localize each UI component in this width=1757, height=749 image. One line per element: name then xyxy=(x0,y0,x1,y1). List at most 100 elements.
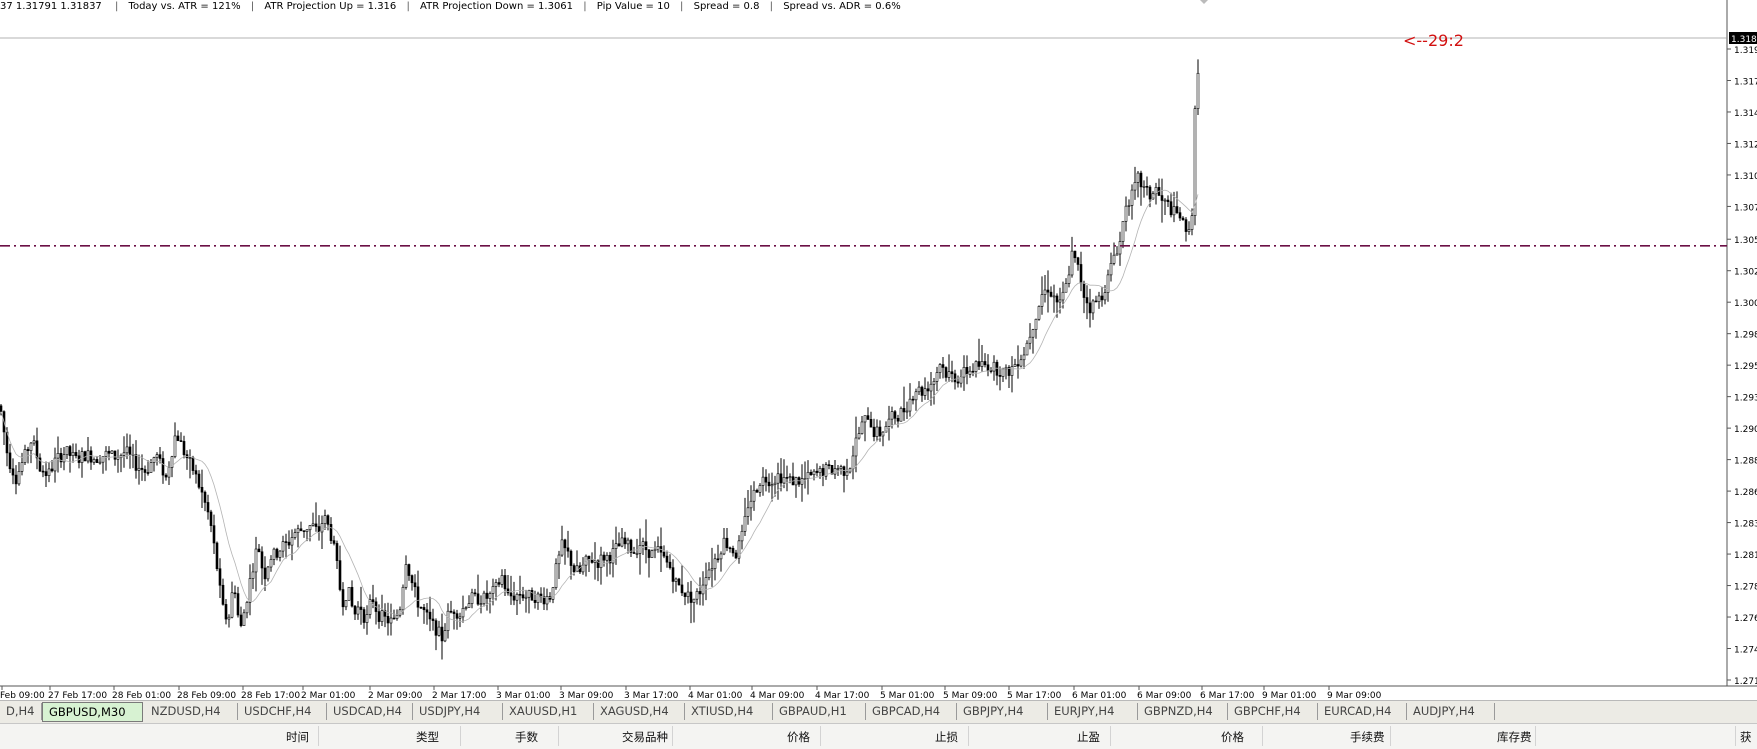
chart-tab-gbpaud-h1[interactable]: GBPAUD,H1 xyxy=(773,703,866,720)
candle-body[interactable] xyxy=(737,540,741,559)
candle-body[interactable] xyxy=(995,361,999,376)
candle-body[interactable] xyxy=(980,361,984,367)
candle-body[interactable] xyxy=(233,592,237,595)
candle-body[interactable] xyxy=(536,593,540,603)
candle-body[interactable] xyxy=(815,470,819,473)
candle-body[interactable] xyxy=(854,437,858,457)
candle-body[interactable] xyxy=(875,426,879,437)
candle-body[interactable] xyxy=(47,468,51,476)
candle-body[interactable] xyxy=(1196,72,1200,109)
candle-body[interactable] xyxy=(851,455,855,470)
candle-body[interactable] xyxy=(194,470,198,475)
candle-body[interactable] xyxy=(530,590,534,601)
candle-body[interactable] xyxy=(476,593,480,605)
candle-body[interactable] xyxy=(1091,300,1095,314)
candle-body[interactable] xyxy=(488,593,492,599)
candle-body[interactable] xyxy=(0,405,3,412)
candle-body[interactable] xyxy=(1136,172,1140,183)
chart-tab-eurjpy-h4[interactable]: EURJPY,H4 xyxy=(1048,703,1138,720)
candle-body[interactable] xyxy=(605,554,609,561)
column-divider[interactable] xyxy=(558,726,559,746)
candle-body[interactable] xyxy=(1193,108,1197,216)
candle-body[interactable] xyxy=(1187,229,1191,232)
candle-body[interactable] xyxy=(209,511,213,526)
candle-body[interactable] xyxy=(518,593,522,596)
col-take-profit-header[interactable]: 止盈 xyxy=(1077,730,1100,744)
candle-body[interactable] xyxy=(101,456,105,463)
candle-body[interactable] xyxy=(932,381,936,385)
candle-body[interactable] xyxy=(275,548,279,558)
candle-body[interactable] xyxy=(1007,367,1011,376)
candle-body[interactable] xyxy=(974,361,978,372)
candle-body[interactable] xyxy=(542,596,546,605)
column-divider[interactable] xyxy=(1262,726,1263,746)
candle-body[interactable] xyxy=(314,523,318,527)
column-divider[interactable] xyxy=(1390,726,1391,746)
candle-body[interactable] xyxy=(521,594,525,599)
candle-body[interactable] xyxy=(368,599,372,615)
column-divider[interactable] xyxy=(1735,726,1736,746)
candle-body[interactable] xyxy=(1145,186,1149,188)
candle-body[interactable] xyxy=(830,465,834,475)
candle-body[interactable] xyxy=(1169,201,1173,216)
candle-body[interactable] xyxy=(38,457,42,472)
candle-body[interactable] xyxy=(1127,205,1131,207)
candle-body[interactable] xyxy=(35,440,39,459)
candle-body[interactable] xyxy=(902,408,906,413)
candle-body[interactable] xyxy=(728,547,732,550)
candle-body[interactable] xyxy=(554,563,558,588)
candle-body[interactable] xyxy=(461,608,465,618)
candle-body[interactable] xyxy=(89,450,93,463)
candle-body[interactable] xyxy=(1184,219,1188,232)
chart-tab-usdchf-h4[interactable]: USDCHF,H4 xyxy=(238,703,327,720)
candle-body[interactable] xyxy=(206,502,210,513)
candle-body[interactable] xyxy=(350,587,354,607)
candle-body[interactable] xyxy=(680,584,684,594)
candle-body[interactable] xyxy=(353,605,357,615)
candle-body[interactable] xyxy=(1163,199,1167,202)
candle-body[interactable] xyxy=(434,620,438,636)
chart-tab-xtiusd-h4[interactable]: XTIUSD,H4 xyxy=(685,703,773,720)
candle-body[interactable] xyxy=(986,364,990,371)
candle-body[interactable] xyxy=(227,616,231,620)
candle-body[interactable] xyxy=(404,564,408,588)
candle-body[interactable] xyxy=(407,564,411,576)
col-type-header[interactable]: 类型 xyxy=(416,730,439,744)
candle-body[interactable] xyxy=(698,591,702,595)
chart-tab-gbpjpy-h4[interactable]: GBPJPY,H4 xyxy=(957,703,1048,720)
candle-body[interactable] xyxy=(338,560,342,590)
candle-body[interactable] xyxy=(248,578,252,603)
candle-body[interactable] xyxy=(626,539,630,545)
column-divider[interactable] xyxy=(672,726,673,746)
column-divider[interactable] xyxy=(318,726,319,746)
candle-body[interactable] xyxy=(1034,318,1038,330)
candle-body[interactable] xyxy=(170,456,174,468)
candle-body[interactable] xyxy=(758,485,762,493)
candle-body[interactable] xyxy=(665,555,669,563)
candle-body[interactable] xyxy=(533,599,537,603)
candle-body[interactable] xyxy=(1148,186,1152,200)
candle-body[interactable] xyxy=(887,418,891,427)
candle-body[interactable] xyxy=(560,539,564,556)
candle-body[interactable] xyxy=(167,467,171,478)
candle-body[interactable] xyxy=(308,525,312,531)
candle-body[interactable] xyxy=(527,590,531,598)
candle-body[interactable] xyxy=(944,367,948,378)
candle-body[interactable] xyxy=(764,476,768,483)
candle-body[interactable] xyxy=(440,626,444,642)
candle-body[interactable] xyxy=(1082,282,1086,298)
candle-body[interactable] xyxy=(998,375,1002,377)
chart-tab-audjpy-h4[interactable]: AUDJPY,H4 xyxy=(1407,703,1495,720)
candle-body[interactable] xyxy=(254,548,258,573)
candle-body[interactable] xyxy=(323,515,327,525)
candle-body[interactable] xyxy=(1064,283,1068,293)
candle-body[interactable] xyxy=(572,565,576,573)
chart-tab-d-h4[interactable]: D,H4 xyxy=(0,703,42,720)
chart-tab-xagusd-h4[interactable]: XAGUSD,H4 xyxy=(594,703,685,720)
column-divider[interactable] xyxy=(1535,726,1536,746)
candle-body[interactable] xyxy=(1058,299,1062,303)
candle-body[interactable] xyxy=(1046,289,1050,293)
candle-body[interactable] xyxy=(383,610,387,617)
candle-body[interactable] xyxy=(296,528,300,533)
candle-body[interactable] xyxy=(1061,291,1065,301)
